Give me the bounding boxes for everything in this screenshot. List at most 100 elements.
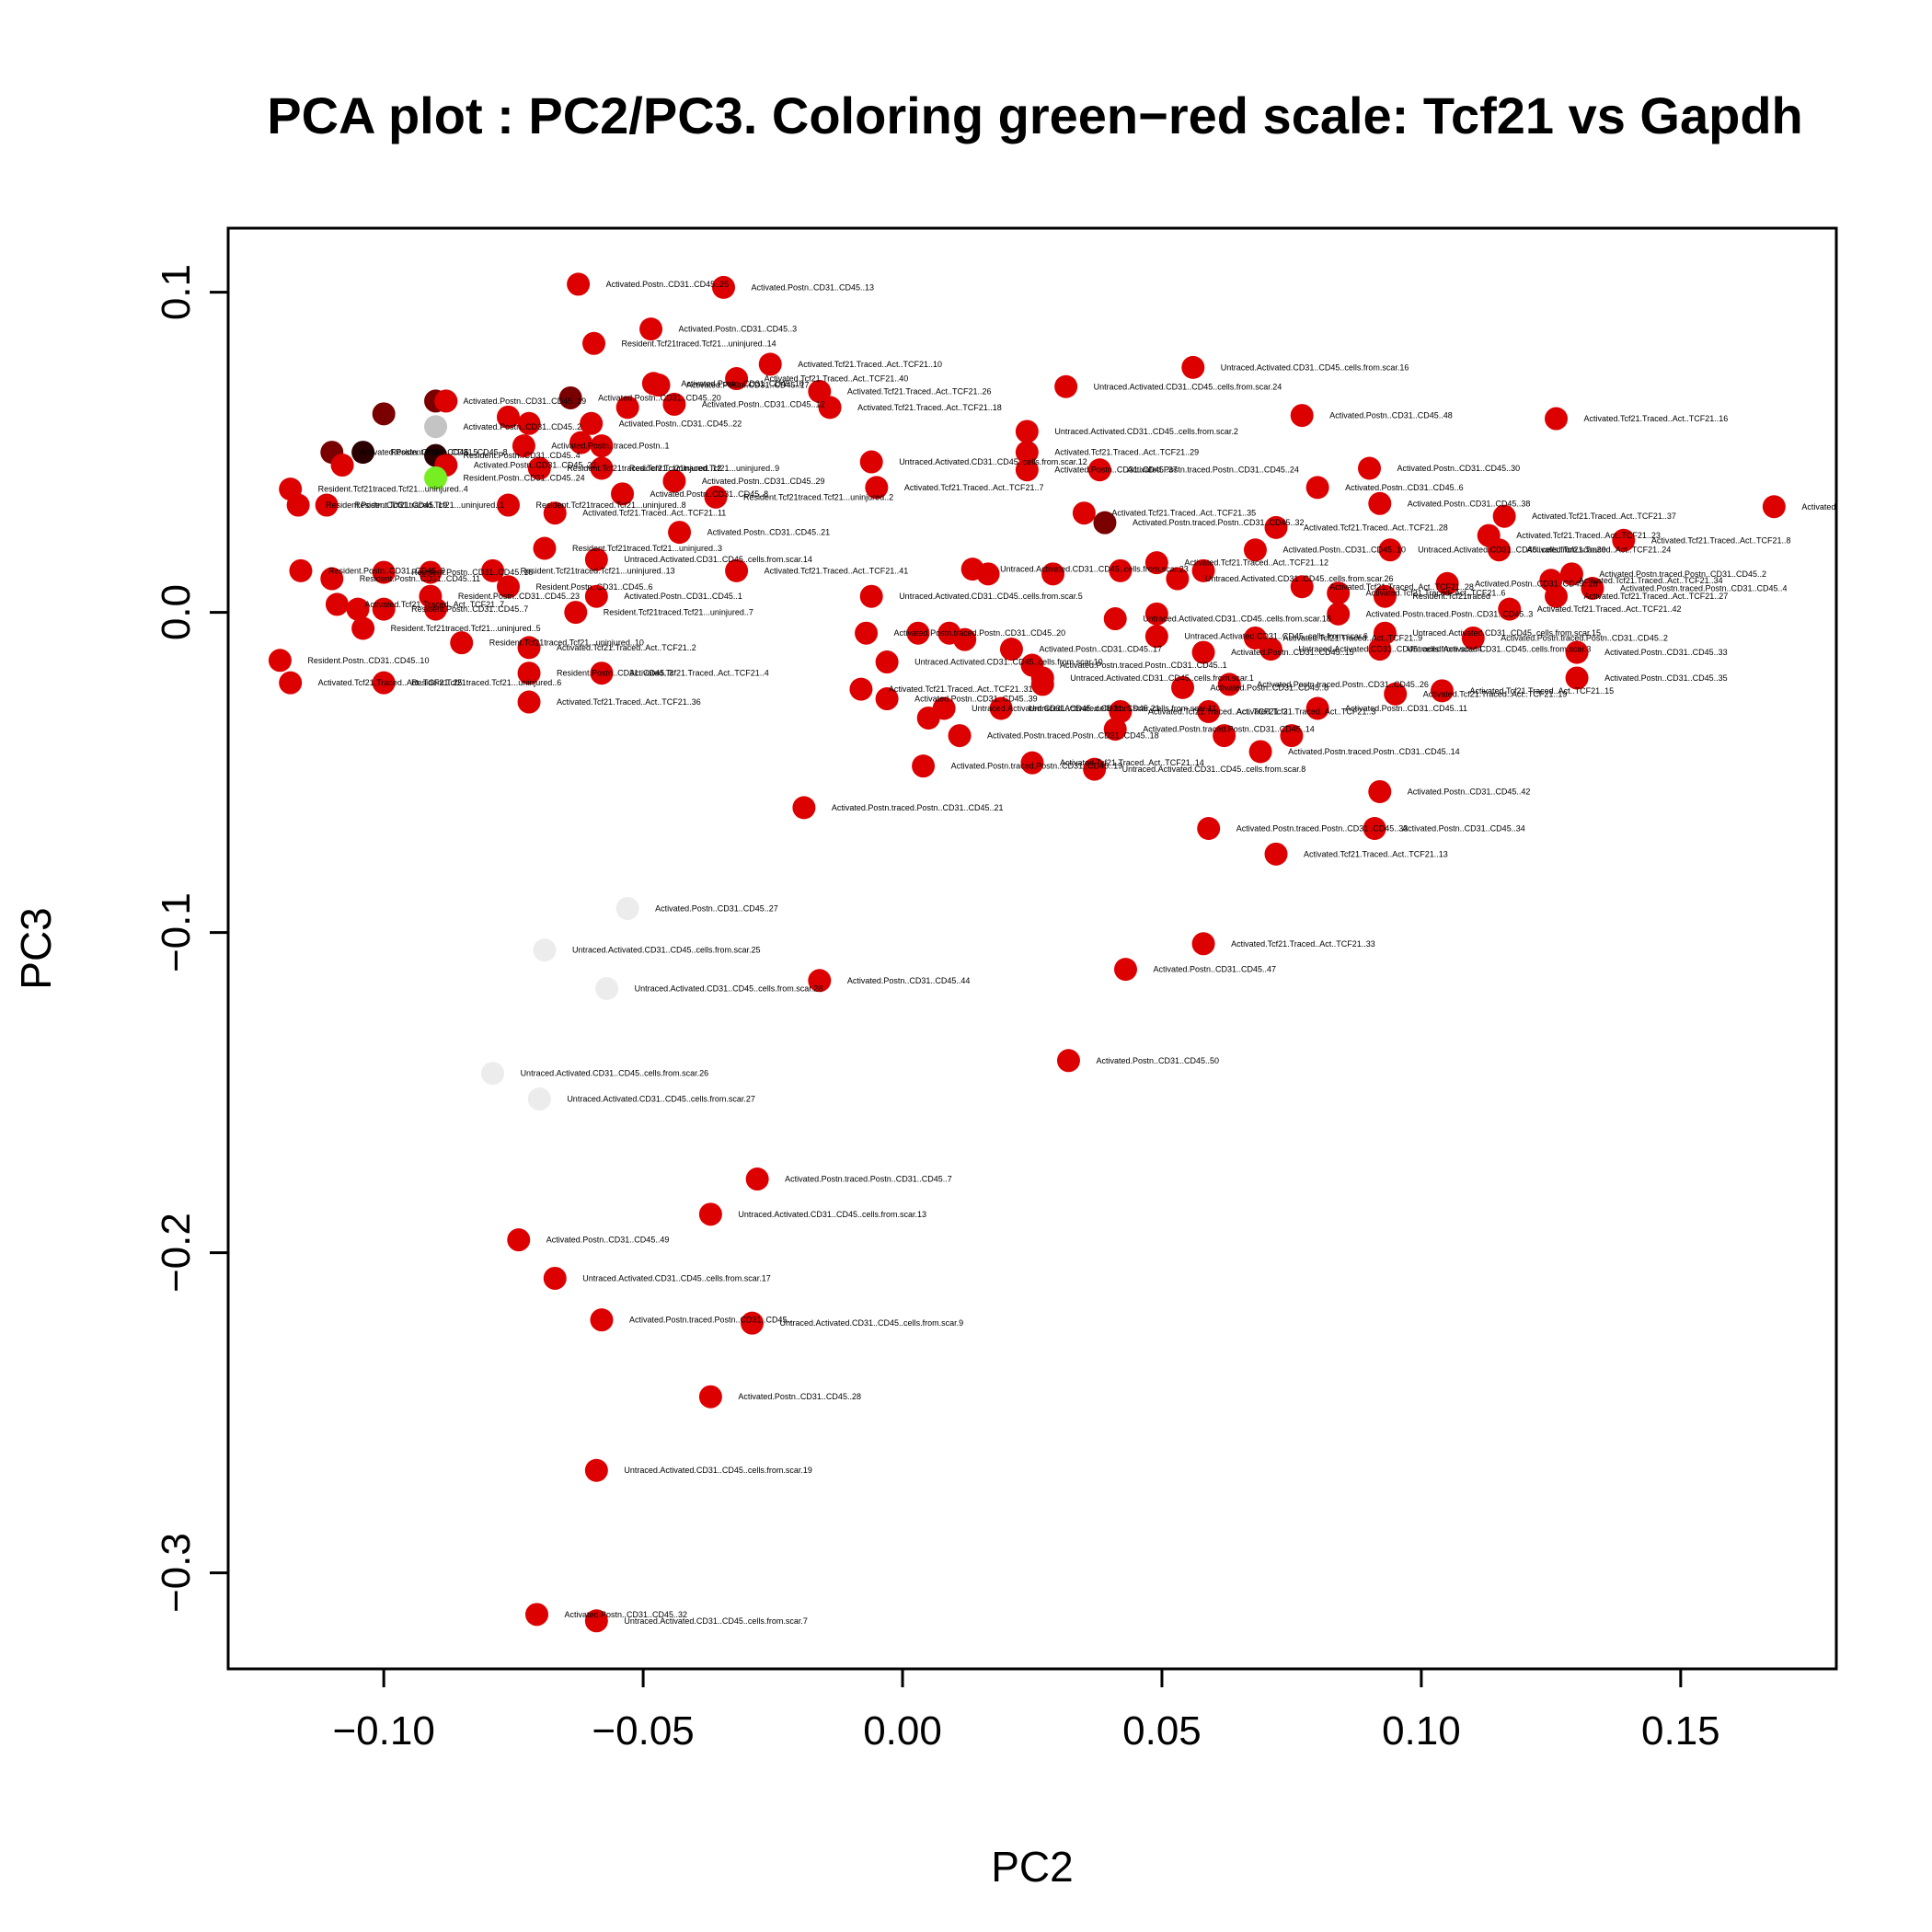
data-point-label: Resident.Tcf21traced.Tcf21...uninjured..… xyxy=(391,624,541,633)
data-point-label: Activated.Tcf21.Traced..Act..TCF21..37 xyxy=(1532,512,1676,521)
data-point-label: Activated.Tcf21.Traced..Act..TCF21..25 xyxy=(318,678,463,687)
data-point xyxy=(289,558,313,582)
data-point-label: Activated.Postn..CD31..CD45..15 xyxy=(1231,648,1354,657)
data-point-label: Activated.Postn..CD31..CD45..10 xyxy=(681,379,804,388)
data-point-label: Untraced.Activated.CD31..CD45..cells.fro… xyxy=(1298,645,1482,654)
data-point xyxy=(1015,420,1039,443)
data-point xyxy=(590,1308,614,1332)
data-point xyxy=(1015,458,1039,482)
data-point xyxy=(543,501,567,525)
data-point-label: Resident.Postn..CD31..CD45..6 xyxy=(535,582,652,592)
data-point-label: Activated.Tcf21.Traced..Act..TCF21..10 xyxy=(798,360,942,369)
data-point-label: Activated.Tcf21.Traced..Act..TCF21..34 xyxy=(1579,576,1723,585)
data-point xyxy=(698,1385,722,1409)
data-point xyxy=(346,597,370,621)
data-point-label: Activated.Postn..CD31..CD45..11 xyxy=(1345,704,1467,713)
data-point xyxy=(1144,551,1168,575)
data-point-label: Activated.Postn..CD31..CD45..39 xyxy=(914,695,1038,704)
data-point-label: Untraced.Activated.CD31..CD45..cells.fro… xyxy=(1000,565,1189,574)
data-point-label: Activated.Tcf21.Traced..Act..TCF21..42 xyxy=(1537,604,1682,614)
data-point-label: Activated.Postn..CD31..CD45..28 xyxy=(1475,579,1598,588)
data-point-label: Activated.Postn..CD31..CD45..33 xyxy=(1604,648,1728,657)
data-point xyxy=(279,671,303,695)
data-point-label: Activated xyxy=(1801,502,1835,512)
data-point-label: Activated.Postn..CD31..CD45..48 xyxy=(1329,411,1453,420)
y-axis-label: PC3 xyxy=(12,907,60,989)
data-point-label: Activated.Tcf21.Traced..Act..TCF21..3 xyxy=(1236,707,1376,716)
data-point xyxy=(1087,458,1111,482)
data-point xyxy=(1565,666,1589,690)
data-point-label: Activated.Postn..CD31..CD45..29 xyxy=(702,477,825,486)
data-point xyxy=(372,402,396,426)
data-point-label: Untraced.Activated.CD31..CD45..cells.fro… xyxy=(914,658,1103,667)
data-point xyxy=(1166,567,1190,591)
data-point-label: Activated.Tcf21.Traced..Act..TCF21..35 xyxy=(1111,509,1256,518)
data-point xyxy=(525,1603,549,1627)
data-point xyxy=(818,396,842,420)
data-point-label: Resident.Postn..CD31..CD45..8 xyxy=(391,448,508,457)
data-point xyxy=(584,547,608,571)
data-point-label: Activated.Postn.traced.Postn..CD31..CD45… xyxy=(1133,518,1305,527)
data-point xyxy=(662,392,686,416)
data-point xyxy=(590,661,614,685)
data-point-label: Untraced.Activated.CD31..CD45..cells.fro… xyxy=(738,1210,926,1219)
data-point-label: Untraced.Activated.CD31..CD45..cells.fro… xyxy=(1122,765,1306,774)
x-axis-label: PC2 xyxy=(991,1843,1073,1891)
data-point xyxy=(1461,626,1485,650)
data-point xyxy=(569,431,592,454)
data-point xyxy=(1368,638,1392,661)
data-point xyxy=(590,434,614,458)
data-point-label: Activated.Postn..CD31..CD45..13 xyxy=(751,282,874,292)
data-point xyxy=(859,584,883,608)
data-point-label: Activated.Tcf21.Traced..Act..TCF21..16 xyxy=(1584,414,1729,423)
data-point xyxy=(595,977,619,1000)
data-point-label: Untraced.Activated.CD31..CD45..cells.fro… xyxy=(624,555,812,564)
data-point xyxy=(1363,817,1386,840)
data-point-label: Activated.Postn.traced.Postn..CD31..CD45… xyxy=(1236,824,1409,834)
data-point-label: Activated.Tcf21.Traced..Act..TCF21..27 xyxy=(1584,592,1729,601)
data-point-label: Resident.Tcf21traced.Tcf21...uninjured..… xyxy=(489,638,644,648)
data-point xyxy=(564,601,588,625)
data-point xyxy=(953,627,977,651)
data-point xyxy=(434,389,458,413)
data-point xyxy=(567,272,591,296)
data-point-label: Activated.Tcf21.Traced..Act..TCF21..15 xyxy=(1469,686,1614,696)
data-point xyxy=(741,1311,765,1335)
data-point-label: Untraced.Activated.CD31..CD45..cells.fro… xyxy=(899,457,1087,466)
data-point xyxy=(662,469,686,493)
data-point-label: Resident.Tcf21traced.Tcf21...uninjured..… xyxy=(411,678,561,687)
data-point xyxy=(976,562,1000,586)
data-point xyxy=(1093,511,1117,535)
data-point-label: Activated.Postn..CD31..CD45..25 xyxy=(606,280,730,289)
point-labels: Activated.Postn..CD31..CD45..25 Activated… xyxy=(307,280,1835,1626)
data-point xyxy=(543,1266,567,1290)
data-point xyxy=(315,493,339,517)
data-point xyxy=(745,1167,769,1191)
data-point xyxy=(527,1087,551,1111)
data-point xyxy=(1545,584,1569,608)
data-point xyxy=(1171,675,1195,699)
data-point-label: Untraced.Activated.CD31..CD45..cells.fro… xyxy=(1205,574,1394,583)
data-point xyxy=(1559,562,1583,586)
data-point-label: Resident.Tcf21traced.Tcf21...uninjured..… xyxy=(521,566,675,575)
data-point xyxy=(1248,740,1272,764)
data-point-label: Resident.Tcf21traced.Tcf21...uninjured..… xyxy=(572,544,722,553)
data-point xyxy=(1213,724,1236,748)
data-point xyxy=(1217,673,1241,696)
data-point-label: Activated.Postn..CD31..CD45..12 xyxy=(702,399,825,408)
data-point xyxy=(1545,407,1569,431)
data-point-label: Activated.Tcf21.Traced..Act..TCF21..12 xyxy=(1184,558,1328,568)
data-point-label: Activated.Tcf21.Traced..Act..TCF21..40 xyxy=(765,374,909,384)
data-point xyxy=(351,441,375,465)
data-point xyxy=(424,415,448,439)
data-point xyxy=(1290,404,1314,428)
data-point-label: Activated.Postn..CD31..CD45..17 xyxy=(1039,645,1162,654)
data-point xyxy=(704,485,728,509)
data-point-label: Activated.Postn..CD31..CD45..20 xyxy=(598,393,721,402)
data-point xyxy=(351,616,375,640)
data-point xyxy=(325,592,349,616)
data-point-label: Untraced.Activated.CD31..CD45..cells.fro… xyxy=(972,704,1160,713)
data-point-label: Activated.Tcf21.Traced..Act..TCF21..41 xyxy=(765,566,909,575)
data-point xyxy=(859,450,883,474)
data-point xyxy=(698,1202,722,1226)
